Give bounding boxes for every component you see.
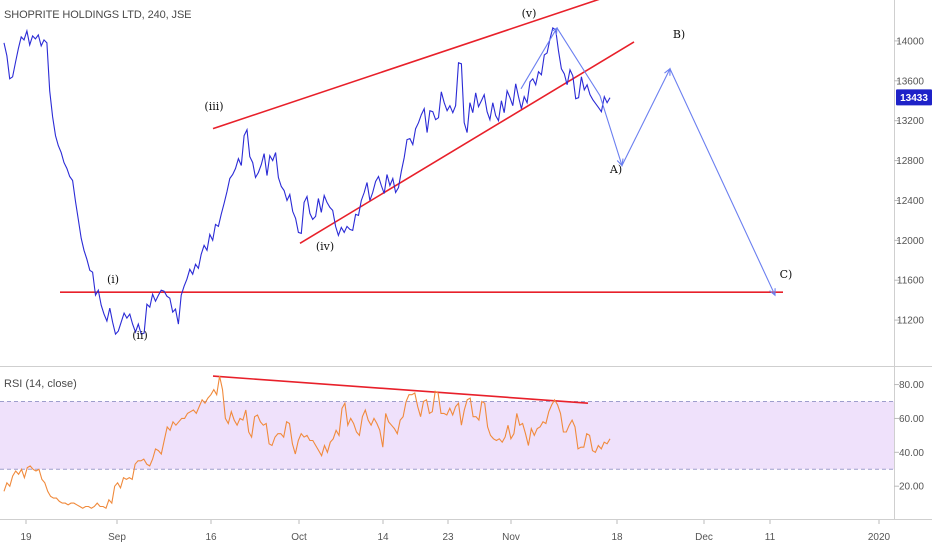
- time-tick-label: 16: [205, 532, 217, 543]
- time-tick-label: Oct: [291, 532, 307, 543]
- price-axis[interactable]: 11200 11600 12000 12400 12800 13200 13600 14000: [894, 36, 925, 327]
- price-series-line: [3, 26, 611, 336]
- arrowhead-b: [664, 67, 671, 76]
- rsi-title: RSI (14, close): [4, 378, 77, 390]
- rsi-tick-label: 60.00: [899, 414, 924, 425]
- impulse-arrow-line[interactable]: [520, 27, 558, 90]
- price-tick-label: 12400: [896, 196, 924, 207]
- rsi-tick-label: 20.00: [899, 482, 924, 493]
- time-tick-label: 19: [20, 532, 32, 543]
- wave-label: (iii): [204, 100, 223, 113]
- arrowhead-a: [616, 158, 624, 167]
- projection-arrowheads: [550, 26, 776, 297]
- wave-label: (v): [522, 7, 537, 20]
- price-tick-label: 11600: [897, 276, 925, 287]
- wave-label: B): [673, 28, 685, 41]
- upper-wedge-trendline[interactable]: [212, 0, 600, 130]
- price-tick-label: 13200: [896, 116, 924, 127]
- price-tick-label: 14000: [896, 36, 924, 47]
- price-tick-label: 13600: [896, 76, 924, 87]
- wave-label: C): [780, 268, 793, 281]
- time-tick-label: 14: [377, 532, 389, 543]
- arrowhead-impulse: [550, 26, 558, 35]
- price-tick-label: 11200: [897, 316, 925, 327]
- rsi-tick-label: 40.00: [899, 448, 924, 459]
- rsi-series-line: [3, 375, 611, 510]
- wave-label: (ii): [132, 329, 148, 342]
- rsi-divergence-trendline[interactable]: [212, 375, 589, 404]
- time-tick-label: 23: [442, 532, 454, 543]
- arrowhead-c: [769, 288, 776, 297]
- rsi-axis[interactable]: 20.00 40.00 60.00 80.00: [894, 380, 924, 493]
- time-tick-label: Dec: [695, 532, 713, 543]
- rsi-tick-label: 80.00: [899, 380, 924, 391]
- wave-label: (i): [107, 273, 119, 286]
- time-tick-label: Nov: [502, 532, 520, 543]
- lower-wedge-trendline[interactable]: [299, 41, 635, 245]
- wave-label: A): [609, 163, 622, 176]
- time-tick-label: 2020: [868, 532, 891, 543]
- time-tick-label: 18: [611, 532, 623, 543]
- symbol-title: SHOPRITE HOLDINGS LTD, 240, JSE: [4, 9, 192, 21]
- last-price-badge: 13433: [896, 89, 932, 106]
- last-price-value: 13433: [900, 93, 928, 104]
- wave-label: (iv): [316, 240, 334, 253]
- rsi-overbought-oversold-band: [0, 401, 894, 470]
- time-tick-label: Sep: [108, 532, 126, 543]
- time-axis[interactable]: 19 Sep 16 Oct 14 23 Nov 18 Dec 11 2020: [20, 520, 891, 543]
- price-tick-label: 12800: [896, 156, 924, 167]
- time-tick-label: 11: [765, 532, 776, 543]
- price-tick-label: 12000: [896, 236, 924, 247]
- elliott-wave-labels: (i) (ii) (iii) (iv) (v) A) B) C): [107, 7, 792, 342]
